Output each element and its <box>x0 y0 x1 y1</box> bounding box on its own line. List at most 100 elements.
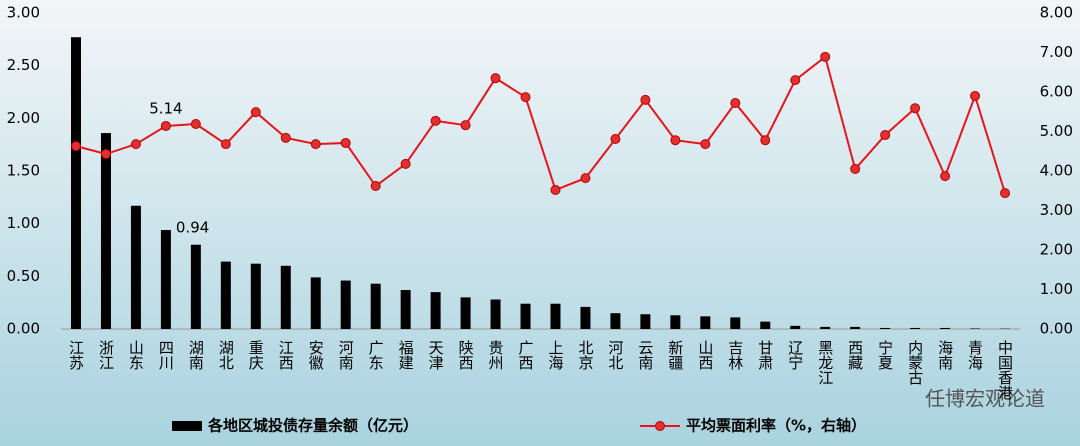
bar <box>160 229 171 329</box>
marker <box>430 115 441 126</box>
data-label: 5.14 <box>149 99 182 117</box>
bar <box>730 317 741 329</box>
x-tick-label: 天津 <box>427 340 445 370</box>
marker <box>520 92 531 103</box>
legend-swatch <box>172 421 202 431</box>
bar <box>250 263 261 329</box>
y2-tick-label: 7.00 <box>1040 43 1073 61</box>
bar <box>340 280 351 329</box>
bar <box>940 327 951 329</box>
marker <box>460 120 471 131</box>
x-tick-label: 广东 <box>367 340 385 370</box>
marker <box>340 137 351 148</box>
bar <box>520 303 531 329</box>
x-tick-label: 海南 <box>936 340 954 370</box>
bar <box>580 306 591 329</box>
x-tick-label: 陕西 <box>457 340 475 370</box>
marker <box>760 135 771 146</box>
x-tick-label: 中国香港 <box>996 340 1014 400</box>
y2-tick-label: 0.00 <box>1040 320 1073 338</box>
x-tick-label: 山西 <box>696 340 714 370</box>
marker <box>250 107 261 118</box>
bar <box>820 326 831 329</box>
y-tick-label: 0.00 <box>7 320 40 338</box>
marker <box>640 94 651 105</box>
y-tick-label: 1.00 <box>7 214 40 232</box>
line <box>75 55 1006 194</box>
marker <box>490 73 501 84</box>
bar <box>640 314 651 329</box>
marker <box>850 164 861 175</box>
bar <box>490 299 501 329</box>
marker <box>730 98 741 109</box>
y2-tick-label: 5.00 <box>1040 122 1073 140</box>
x-tick-label: 河南 <box>337 340 355 370</box>
marker <box>910 103 921 114</box>
x-tick-label: 甘肃 <box>756 340 774 370</box>
bar <box>760 321 771 329</box>
x-tick-label: 江苏 <box>67 340 85 371</box>
marker <box>820 51 831 62</box>
bar <box>70 37 81 330</box>
bar <box>280 265 291 329</box>
bar <box>310 277 321 329</box>
x-tick-label: 云南 <box>636 340 654 370</box>
bar <box>460 297 471 329</box>
legend-label: 各地区城投债存量余额（亿元） <box>207 417 418 435</box>
y-tick-label: 2.00 <box>7 109 40 127</box>
marker <box>190 118 201 129</box>
marker <box>580 173 591 184</box>
marker <box>670 135 681 146</box>
x-tick-label: 西藏 <box>846 340 864 371</box>
marker <box>280 132 291 143</box>
bar <box>400 290 411 329</box>
marker <box>1000 188 1011 199</box>
x-tick-label: 广西 <box>517 340 535 370</box>
y2-tick-label: 8.00 <box>1040 4 1073 22</box>
marker <box>610 134 621 145</box>
x-tick-label: 内蒙古 <box>906 340 924 385</box>
watermark: 任博宏观论道 <box>925 387 1045 411</box>
x-tick-label: 浙江 <box>97 340 115 370</box>
x-tick-label: 贵州 <box>487 340 505 370</box>
x-tick-label: 北京 <box>576 340 594 371</box>
x-tick-label: 青海 <box>966 340 984 370</box>
bar <box>550 303 561 329</box>
y2-tick-label: 1.00 <box>1040 280 1073 298</box>
marker <box>400 158 411 169</box>
x-tick-label: 山东 <box>127 340 145 370</box>
x-tick-label: 湖北 <box>217 340 235 370</box>
legend-marker <box>655 421 665 431</box>
x-tick-label: 湖南 <box>187 340 205 370</box>
x-tick-label: 宁夏 <box>876 340 894 370</box>
marker <box>310 139 321 150</box>
x-tick-label: 吉林 <box>726 340 744 370</box>
bar <box>100 133 111 329</box>
y2-tick-label: 6.00 <box>1040 83 1073 101</box>
marker <box>790 75 801 86</box>
marker <box>70 141 81 152</box>
x-tick-label: 河北 <box>606 340 624 370</box>
marker <box>700 139 711 150</box>
marker <box>880 130 891 141</box>
bar <box>970 328 981 329</box>
marker <box>130 139 141 150</box>
x-tick-label: 新疆 <box>666 340 684 370</box>
bar <box>130 205 141 329</box>
bar <box>670 315 681 329</box>
bar <box>430 292 441 329</box>
y2-tick-label: 4.00 <box>1040 162 1073 180</box>
x-tick-label: 四川 <box>157 340 175 370</box>
marker <box>220 139 231 150</box>
x-tick-label: 黑龙江 <box>816 340 834 385</box>
bar <box>700 316 711 329</box>
data-label: 0.94 <box>176 218 209 236</box>
bar <box>880 327 891 329</box>
x-tick-label: 福建 <box>397 340 415 370</box>
x-tick-label: 重庆 <box>247 340 265 370</box>
bar <box>910 327 921 329</box>
legend-label: 平均票面利率（%，右轴） <box>686 417 866 435</box>
bar <box>610 313 621 329</box>
x-tick-label: 辽宁 <box>786 340 804 370</box>
